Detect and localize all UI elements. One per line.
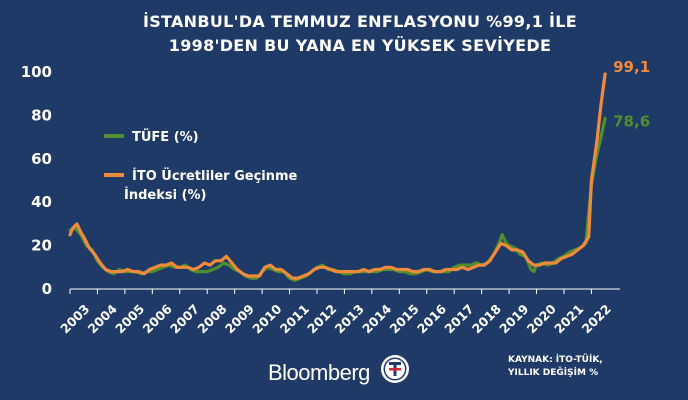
x-tick-label: 2016 [414, 301, 449, 336]
x-tick-label: 2017 [441, 301, 476, 336]
series-line-tufe [68, 116, 607, 282]
x-tick-label: 2012 [304, 301, 339, 336]
end-labels: 78,6 99,1 [613, 58, 650, 130]
legend-label-tufe: TÜFE (%) [132, 129, 199, 145]
x-tick-label: 2018 [469, 301, 504, 336]
x-tick-label: 2021 [551, 301, 586, 336]
x-tick-label: 2006 [140, 301, 175, 336]
x-tick-label: 2013 [332, 301, 367, 336]
x-tick-label: 2010 [249, 301, 284, 336]
legend-label-ito-line2: İndeksi (%) [124, 187, 207, 203]
chart-axes: 0 20 40 60 80 100 2003200420052006200720082009… [21, 63, 620, 336]
source-line2: YILLIK DEĞİŞİM % [508, 368, 599, 378]
x-tick-label: 2011 [277, 301, 312, 336]
x-tick-label: 2020 [524, 301, 559, 336]
chart-title-line2: 1998'DEN BU YANA EN YÜKSEK SEVİYEDE [168, 36, 552, 55]
legend-label-ito-line1: İTO Ücretliler Geçinme [132, 168, 298, 184]
series-line-ito [68, 72, 607, 280]
series-layer [68, 72, 607, 282]
y-tick-label: 20 [31, 237, 52, 255]
source-note: KAYNAK: İTO-TÜİK, YILLIK DEĞİŞİM % [508, 354, 678, 380]
y-tick-label: 60 [31, 150, 52, 168]
chart-legend: TÜFE (%) İTO Ücretliler Geçinme İndeksi (%… [104, 129, 298, 203]
end-label-tufe: 78,6 [613, 112, 650, 130]
y-tick-label: 0 [42, 280, 52, 298]
y-tick-label: 80 [31, 106, 52, 124]
x-tick-label: 2003 [57, 301, 92, 336]
x-tick-label: 2014 [359, 301, 394, 336]
x-tick-label: 2019 [496, 301, 531, 336]
x-tick-label: 2022 [579, 301, 614, 336]
bloomberg-logo: Bloomberg [268, 360, 370, 385]
x-tick-label: 2015 [387, 301, 422, 336]
y-tick-label: 100 [21, 63, 52, 81]
chart-title-line1: İSTANBUL'DA TEMMUZ ENFLASYONU %99,1 İLE [142, 12, 578, 31]
x-tick-label: 2008 [194, 301, 229, 336]
ht-logo-icon [381, 355, 409, 383]
x-tick-label: 2004 [85, 301, 120, 336]
source-line1: KAYNAK: İTO-TÜİK, [508, 355, 603, 365]
x-tick-label: 2007 [167, 301, 202, 336]
legend-label-ito: İTO Ücretliler Geçinme İndeksi (%) [124, 168, 298, 203]
y-tick-label: 40 [31, 193, 52, 211]
x-tick-label: 2009 [222, 301, 257, 336]
end-label-ito: 99,1 [613, 58, 650, 76]
x-tick-label: 2005 [112, 301, 147, 336]
